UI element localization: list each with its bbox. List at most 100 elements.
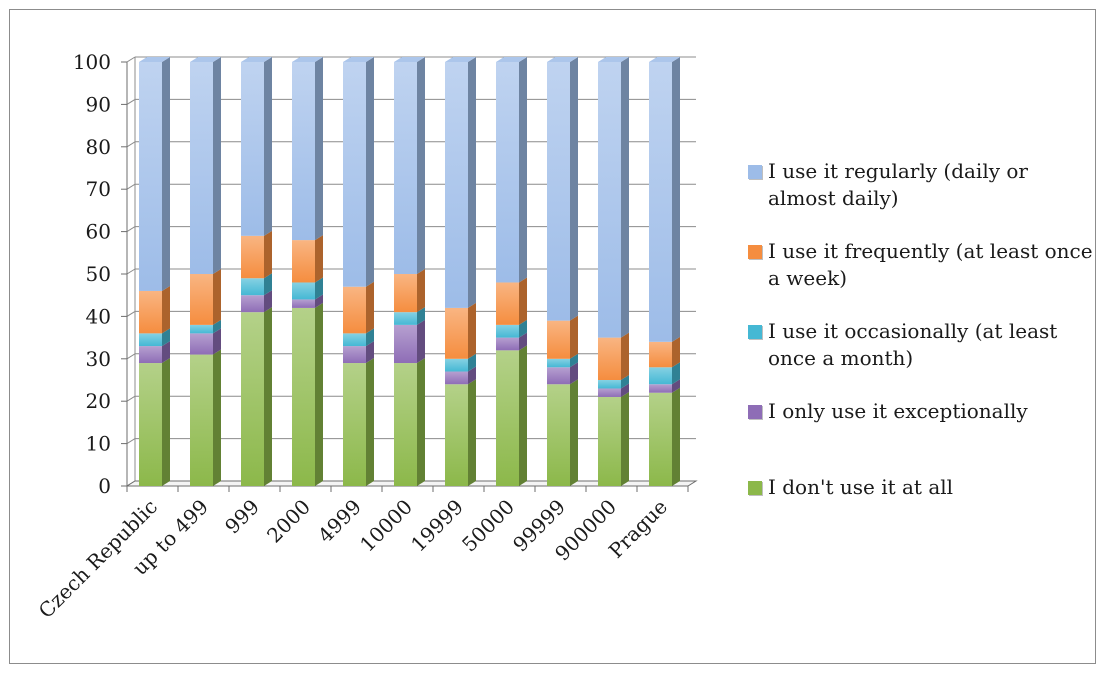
y-tick-label: 10	[86, 432, 111, 456]
bar-segment	[547, 379, 578, 486]
legend-label-frequently: I use it frequently (at least once a wee…	[768, 239, 1093, 290]
grid-depth-line	[126, 56, 136, 63]
bar-segment	[241, 290, 272, 313]
bar-segment	[496, 345, 527, 486]
x-tick-label: 19999	[406, 495, 468, 557]
legend-swatch-occasionally	[748, 325, 762, 339]
bar-segment	[139, 285, 170, 334]
grid-depth-line	[126, 395, 136, 402]
bar-segment	[394, 307, 425, 325]
bar-segment	[598, 383, 629, 397]
bar-segment	[241, 307, 272, 486]
bar-segment	[445, 379, 476, 486]
bar-segment	[190, 319, 221, 334]
bar-segment	[598, 391, 629, 486]
bar-segment	[190, 57, 221, 274]
bar-segment	[343, 281, 374, 334]
bar-segment	[445, 353, 476, 372]
grid-depth-line	[126, 310, 136, 317]
x-tick-label: 2000	[262, 495, 315, 548]
bar-segment	[649, 362, 680, 385]
bar-segment	[394, 319, 425, 364]
bar-segment	[649, 336, 680, 368]
bar-segment	[496, 319, 527, 338]
bar-segment	[445, 57, 476, 308]
bar-segment	[496, 57, 527, 283]
bar-segment	[190, 269, 221, 325]
y-tick-label: 0	[98, 474, 111, 498]
bars	[139, 57, 680, 486]
bar-segment	[598, 332, 629, 380]
bar-segment	[139, 57, 170, 291]
y-tick-labels: 0 10 20 30 40 50 60 70 80 90 100	[73, 50, 111, 498]
bar-segment	[292, 302, 323, 486]
bar-segment	[292, 57, 323, 241]
legend-label-not-at-all: I don't use it at all	[768, 475, 954, 499]
x-tick-label: 999	[220, 495, 264, 539]
bar-segment	[496, 277, 527, 325]
bar-segment	[241, 230, 272, 279]
bar-segment	[292, 235, 323, 283]
y-tick-label: 100	[73, 50, 111, 74]
legend-item-frequently: I use it frequently (at least once a wee…	[748, 238, 1098, 292]
bar-segment	[343, 358, 374, 486]
bar-segment	[139, 341, 170, 364]
grid-depth-line	[126, 438, 136, 445]
grid-depth-line	[126, 141, 136, 148]
bar-segment	[496, 332, 527, 351]
legend-item-not-at-all: I don't use it at all	[748, 474, 1098, 501]
y-tick-label: 80	[86, 135, 111, 159]
bar-segment	[547, 57, 578, 321]
bar-segment	[649, 387, 680, 486]
y-tick-label: 70	[86, 177, 111, 201]
legend-label-regularly: I use it regularly (daily or almost dail…	[768, 159, 1028, 210]
bar-segment	[394, 358, 425, 486]
bar-segment	[598, 57, 629, 338]
grid-depth-line	[126, 268, 136, 275]
grid-depth-line	[126, 98, 136, 105]
bar-segment	[241, 273, 272, 296]
bar-segment	[190, 349, 221, 486]
legend-swatch-frequently	[748, 245, 762, 259]
legend-swatch-regularly	[748, 165, 762, 179]
bar-segment	[292, 294, 323, 308]
bar-segment	[649, 57, 680, 342]
legend-item-exceptionally: I only use it exceptionally	[748, 398, 1098, 425]
bar-segment	[445, 366, 476, 385]
bar-segment	[394, 269, 425, 313]
y-tick-label: 50	[86, 262, 111, 286]
x-tick-label: 50000	[457, 495, 519, 557]
y-tick-label: 60	[86, 220, 111, 244]
legend-label-occasionally: I use it occasionally (at least once a m…	[768, 319, 1058, 370]
bar-segment	[292, 277, 323, 300]
grid-depth-line	[126, 183, 136, 190]
y-tick-label: 40	[86, 304, 111, 328]
bar-segment	[343, 341, 374, 364]
bar-segment	[343, 328, 374, 347]
grid-depth-line	[126, 226, 136, 233]
y-tick-label: 30	[86, 347, 111, 371]
bar-segment	[139, 328, 170, 347]
bar-segment	[445, 302, 476, 359]
grid-depth-line	[126, 353, 136, 360]
legend-swatch-exceptionally	[748, 405, 762, 419]
bar-segment	[139, 358, 170, 486]
bar-segment	[598, 375, 629, 389]
y-tick-label: 90	[86, 92, 111, 116]
bar-segment	[547, 362, 578, 385]
bar-segment	[547, 353, 578, 368]
legend-swatch-not-at-all	[748, 481, 762, 495]
legend-label-exceptionally: I only use it exceptionally	[768, 399, 1028, 423]
bar-segment	[241, 57, 272, 236]
bar-segment	[343, 57, 374, 287]
bar-segment	[547, 315, 578, 359]
bar-segment	[649, 379, 680, 393]
legend-item-occasionally: I use it occasionally (at least once a m…	[748, 318, 1098, 372]
x-tick-label: 10000	[355, 495, 417, 557]
legend-item-regularly: I use it regularly (daily or almost dail…	[748, 158, 1098, 212]
y-tick-label: 20	[86, 389, 111, 413]
bar-segment	[394, 57, 425, 274]
bar-segment	[190, 328, 221, 355]
